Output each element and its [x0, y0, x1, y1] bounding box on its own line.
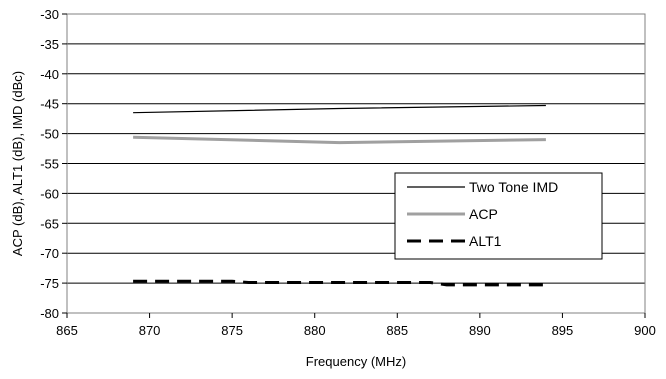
y-tick-label: -40 — [40, 67, 59, 82]
x-tick-label: 895 — [552, 323, 574, 338]
y-tick-label: -50 — [40, 127, 59, 142]
y-tick-label: -60 — [40, 186, 59, 201]
series-line-alt1 — [133, 279, 546, 287]
series-line-two-tone-imd — [133, 104, 546, 114]
legend-label: Two Tone IMD — [469, 179, 558, 195]
y-tick-label: -75 — [40, 276, 59, 291]
x-tick-label: 880 — [304, 323, 326, 338]
x-axis: 865 870 875 880 885 890 895 900 — [56, 313, 656, 338]
x-tick-label: 900 — [634, 323, 656, 338]
y-axis: -30 -35 -40 -45 -50 -55 -60 -65 -70 -75 -80 — [40, 7, 67, 321]
x-tick-label: 890 — [469, 323, 491, 338]
y-tick-label: -80 — [40, 306, 59, 321]
legend: Two Tone IMD ACP ALT1 — [394, 172, 603, 260]
legend-label: ACP — [469, 206, 498, 222]
x-axis-title: Frequency (MHz) — [306, 354, 406, 369]
x-tick-label: 885 — [386, 323, 408, 338]
y-tick-label: -65 — [40, 216, 59, 231]
y-tick-label: -70 — [40, 246, 59, 261]
x-tick-label: 865 — [56, 323, 78, 338]
x-tick-label: 870 — [139, 323, 161, 338]
y-tick-label: -55 — [40, 157, 59, 172]
x-tick-label: 875 — [221, 323, 243, 338]
series-lines — [133, 104, 546, 287]
grid-lines — [67, 13, 645, 314]
y-tick-label: -30 — [40, 7, 59, 22]
y-axis-title: ACP (dB), ALT1 (dB), IMD (dBc) — [10, 71, 25, 256]
series-line-acp — [133, 135, 546, 145]
y-tick-label: -35 — [40, 37, 59, 52]
y-tick-label: -45 — [40, 97, 59, 112]
legend-label: ALT1 — [469, 233, 502, 249]
